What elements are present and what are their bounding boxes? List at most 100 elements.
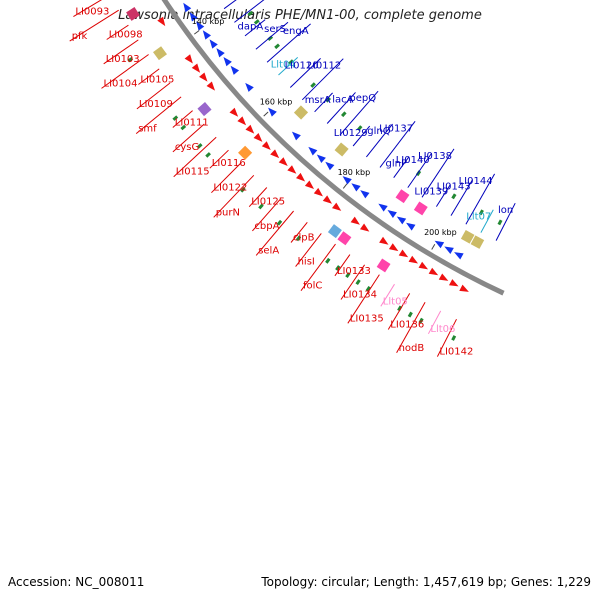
leader-line xyxy=(436,318,457,357)
leader-line xyxy=(352,125,371,147)
feature-arrow xyxy=(216,48,225,58)
feature-arrow xyxy=(296,172,306,182)
forward-gene-label: selA xyxy=(258,245,279,256)
forward-gene-label: LI0133 xyxy=(337,266,371,277)
feature-arrow xyxy=(444,246,454,254)
feature-block xyxy=(238,145,253,160)
feature-block xyxy=(310,82,316,88)
leader-line xyxy=(379,120,416,168)
feature-arrow xyxy=(304,180,315,190)
forward-gene-label: LI0105 xyxy=(140,75,174,86)
reverse-gene-label: serS xyxy=(264,24,286,35)
leader-line xyxy=(138,68,160,85)
feature-block xyxy=(397,305,403,312)
feature-arrow xyxy=(223,57,232,67)
leader-line xyxy=(278,57,299,76)
leader-line xyxy=(266,23,311,63)
leader-line xyxy=(366,123,393,158)
forward-gene-label: LI0125 xyxy=(251,197,285,208)
forward-gene-label: folC xyxy=(303,281,322,292)
genome-backbone xyxy=(161,0,505,296)
feature-block xyxy=(460,229,475,244)
feature-block xyxy=(196,143,203,149)
feature-block xyxy=(247,10,254,17)
forward-gene-label: LI0122 xyxy=(213,183,247,194)
forward-gene-label: Llt06 xyxy=(430,324,455,335)
feature-arrow xyxy=(245,124,255,134)
forward-gene-label: LI0142 xyxy=(439,347,473,358)
reverse-gene-label: LI0143 xyxy=(437,182,471,193)
leader-line xyxy=(73,0,103,18)
leader-line xyxy=(387,293,411,330)
feature-arrow xyxy=(387,210,397,219)
reverse-gene-label: LI0139 xyxy=(414,187,448,198)
feature-arrow xyxy=(342,176,352,185)
feature-block xyxy=(126,6,140,21)
feature-arrow xyxy=(268,107,277,117)
leader-line xyxy=(339,90,379,136)
feature-arrow xyxy=(206,81,215,91)
feature-arrow xyxy=(237,116,247,126)
scale-tick xyxy=(263,111,269,117)
leader-line xyxy=(421,148,455,198)
forward-gene-label: clpB xyxy=(293,233,315,244)
feature-block xyxy=(470,235,485,249)
feature-block xyxy=(345,272,351,279)
leader-line xyxy=(211,162,242,194)
feature-block xyxy=(327,224,342,239)
reverse-gene-label: LI0129 xyxy=(334,128,368,139)
feature-arrow xyxy=(245,82,254,92)
feature-block xyxy=(451,335,457,341)
leader-line xyxy=(289,58,321,88)
feature-block xyxy=(355,279,361,286)
leader-line xyxy=(173,136,217,178)
feature-arrow xyxy=(202,30,212,40)
feature-arrow xyxy=(325,161,335,171)
forward-gene-label: LI0135 xyxy=(350,313,384,324)
feature-block xyxy=(325,257,331,264)
leader-line xyxy=(450,179,474,216)
reverse-gene-label: LI0140 xyxy=(396,155,430,166)
forward-gene-label: LI0093 xyxy=(75,7,109,18)
feature-arrow xyxy=(270,149,280,159)
reverse-gene-label: dapA xyxy=(238,22,264,33)
reverse-gene-label: glnQ xyxy=(367,126,390,137)
leader-line xyxy=(314,92,333,113)
forward-gene-label: smf xyxy=(138,124,157,135)
feature-arrow xyxy=(278,157,288,166)
feature-block xyxy=(376,258,391,273)
leader-line xyxy=(135,96,182,134)
forward-gene-label: hisI xyxy=(298,257,315,268)
leader-line xyxy=(334,254,351,277)
feature-arrow xyxy=(253,133,263,142)
feature-block xyxy=(325,96,332,103)
feature-arrow xyxy=(418,261,429,270)
leader-line xyxy=(248,187,268,208)
feature-block xyxy=(365,285,371,292)
feature-arrow xyxy=(157,16,166,27)
leader-line xyxy=(255,21,289,50)
forward-gene-label: LI0116 xyxy=(212,158,246,169)
leader-line xyxy=(172,110,193,128)
leader-line xyxy=(340,264,366,300)
forward-gene-label: LI0103 xyxy=(106,54,140,65)
feature-arrow xyxy=(261,141,271,151)
reverse-gene-label: msrA xyxy=(305,95,331,106)
feature-block xyxy=(205,152,211,158)
forward-gene-label: pfk xyxy=(72,31,88,42)
feature-arrow xyxy=(184,54,193,64)
leader-line xyxy=(103,39,139,65)
leader-line xyxy=(172,123,205,153)
leader-line xyxy=(252,199,281,232)
map-title: Lawsonia intracellularis PHE/MN1-00, com… xyxy=(118,8,482,23)
forward-gene-label: LI0098 xyxy=(109,30,143,41)
feature-arrow xyxy=(459,284,469,292)
feature-block xyxy=(253,19,260,25)
scale-label: 140 kbp xyxy=(192,17,225,26)
feature-arrow xyxy=(189,12,198,22)
feature-arrow xyxy=(350,216,360,225)
accession-label: Accession: NC_008011 xyxy=(8,575,145,589)
